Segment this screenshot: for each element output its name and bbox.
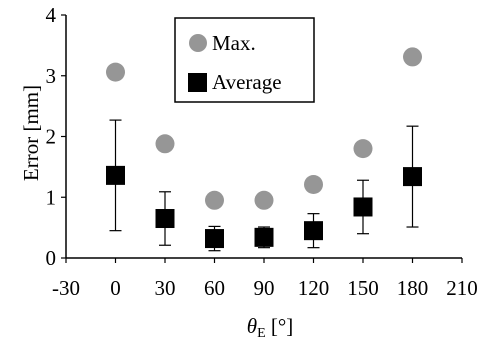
legend: Max. Average — [174, 17, 315, 103]
legend-max-label: Max. — [212, 31, 256, 55]
x-tick-label: 30 — [155, 276, 176, 300]
max-point — [106, 62, 125, 82]
y-axis-label: Error [mm] — [19, 85, 43, 181]
x-tick-label: 120 — [298, 276, 330, 300]
y-tick-labels: 0 1 2 3 4 — [46, 3, 57, 270]
x-tick-label: 150 — [347, 276, 379, 300]
legend-average-label: Average — [212, 70, 282, 94]
x-axis-subscript: E — [257, 326, 266, 341]
x-tick-label: 90 — [254, 276, 275, 300]
average-point — [304, 221, 323, 241]
data-points — [106, 47, 422, 249]
max-point — [155, 134, 175, 154]
x-tick-label: 210 — [446, 276, 478, 300]
x-tick-label: -30 — [52, 276, 80, 300]
average-point — [155, 209, 175, 229]
y-tick-label: 3 — [46, 64, 57, 88]
max-point — [205, 190, 224, 210]
legend-max-marker — [189, 34, 207, 52]
axes — [61, 14, 463, 263]
average-point — [403, 167, 422, 187]
x-axis-symbol: θ — [247, 314, 257, 338]
y-tick-label: 0 — [46, 246, 57, 270]
average-point — [353, 197, 373, 217]
x-axis-unit: [°] — [266, 314, 294, 338]
average-point — [254, 227, 274, 247]
average-point — [106, 165, 125, 185]
y-tick-label: 2 — [46, 125, 57, 149]
x-tick-label: 60 — [204, 276, 225, 300]
legend-average-marker — [188, 73, 207, 92]
x-tick-labels: -30 0 30 60 90 120 150 180 210 — [52, 276, 478, 300]
y-tick-label: 4 — [46, 3, 57, 27]
max-point — [403, 47, 422, 67]
max-point — [304, 174, 323, 194]
average-point — [205, 229, 224, 249]
max-point — [353, 139, 373, 159]
x-axis-label: θE [°] — [247, 314, 294, 341]
x-tick-label: 180 — [397, 276, 429, 300]
x-tick-label: 0 — [110, 276, 121, 300]
y-tick-label: 1 — [46, 185, 57, 209]
max-point — [254, 190, 274, 210]
